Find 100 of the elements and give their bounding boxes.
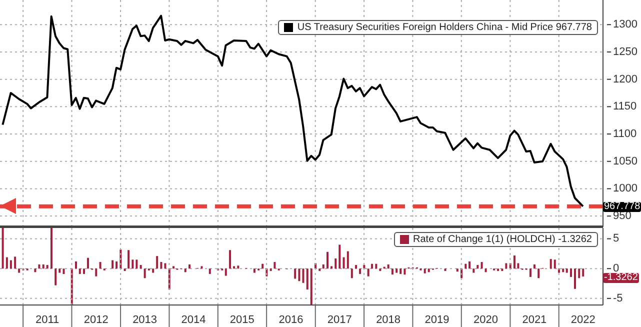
bar	[112, 260, 114, 269]
bar	[262, 264, 264, 269]
x-tick-label: 2012	[84, 314, 108, 326]
bar	[513, 255, 516, 269]
bar	[164, 263, 166, 269]
bar	[363, 265, 366, 269]
x-tick-label: 2016	[278, 314, 304, 326]
bar	[391, 268, 394, 275]
bar	[350, 268, 353, 278]
bar	[156, 256, 158, 269]
x-tick-label: 2011	[36, 314, 60, 326]
bar	[188, 264, 190, 269]
x-tick-label: 2019	[424, 314, 450, 326]
bar	[562, 268, 564, 272]
bar	[326, 252, 329, 269]
bar	[538, 268, 540, 278]
bar	[554, 260, 556, 269]
bar	[404, 268, 406, 275]
y-tick-label: -5	[613, 292, 623, 304]
bar	[533, 264, 536, 269]
bar	[224, 268, 227, 276]
bar	[200, 266, 203, 269]
annotation: -1.3262	[603, 272, 639, 282]
bar	[566, 268, 568, 273]
x-tick-label: 2017	[327, 314, 352, 326]
bar	[144, 268, 146, 278]
bar	[570, 268, 572, 277]
bar	[140, 265, 142, 269]
bar	[233, 266, 236, 269]
bar	[10, 260, 12, 269]
x-tick-label: 2014	[181, 314, 206, 326]
bar	[338, 244, 341, 269]
bar	[50, 228, 52, 269]
bar	[136, 260, 138, 269]
bar	[306, 268, 308, 290]
bar	[42, 264, 44, 269]
bar	[424, 268, 426, 274]
bar	[99, 262, 102, 269]
bar	[330, 266, 333, 269]
bar	[375, 264, 378, 269]
bar	[359, 268, 362, 274]
y-tick-label: 1300	[613, 18, 638, 31]
y-tick-label: 1250	[613, 46, 638, 58]
bar	[75, 261, 78, 269]
bar	[294, 268, 296, 279]
bar	[237, 266, 240, 269]
bar	[132, 260, 134, 269]
bar	[529, 268, 532, 277]
annotation: 967.778	[603, 201, 641, 212]
bar	[14, 256, 16, 269]
bar	[480, 262, 483, 269]
bar	[574, 268, 576, 289]
bar	[371, 264, 374, 269]
bar	[578, 268, 580, 278]
bar	[550, 259, 552, 269]
bar	[302, 268, 304, 283]
bar	[172, 266, 174, 269]
y-tick-label: 1100	[613, 128, 637, 140]
bar	[34, 268, 36, 272]
x-tick-label: 2013	[132, 314, 158, 326]
legend-label: US Treasury Securities Foreign Holders China - Mid Price 967.778	[297, 22, 592, 33]
bar	[346, 251, 349, 269]
bar	[6, 257, 8, 269]
bar	[46, 265, 48, 269]
bar	[116, 261, 118, 269]
bar	[428, 268, 430, 272]
y-tick-label: 1150	[613, 100, 637, 113]
bar	[476, 265, 479, 269]
x-tick-label: 2018	[376, 314, 401, 326]
bar	[229, 250, 232, 269]
y-tick-label: 1000	[613, 182, 638, 195]
bar	[298, 268, 300, 282]
bar	[342, 257, 345, 269]
bar	[54, 268, 57, 286]
bar	[387, 264, 390, 269]
bar	[472, 268, 475, 273]
bar	[38, 264, 40, 269]
bar	[184, 268, 186, 272]
bar	[87, 258, 90, 269]
y-tick-label: 5	[613, 232, 620, 245]
bar	[468, 261, 471, 269]
y-tick-label: 1050	[613, 155, 638, 168]
bar	[310, 268, 312, 305]
bar	[484, 268, 487, 272]
bar	[152, 268, 154, 273]
x-tick-label: 2015	[230, 314, 254, 326]
bar	[253, 268, 256, 273]
bar	[322, 264, 324, 269]
bar	[160, 262, 162, 269]
bar	[582, 268, 584, 277]
bar	[367, 268, 370, 276]
bar	[58, 268, 61, 273]
bar	[18, 268, 20, 273]
bar	[355, 265, 358, 269]
bar	[274, 262, 276, 269]
bar	[505, 263, 508, 269]
bar	[95, 268, 98, 276]
bar	[78, 268, 81, 274]
bar	[208, 268, 211, 274]
bar	[334, 258, 337, 269]
